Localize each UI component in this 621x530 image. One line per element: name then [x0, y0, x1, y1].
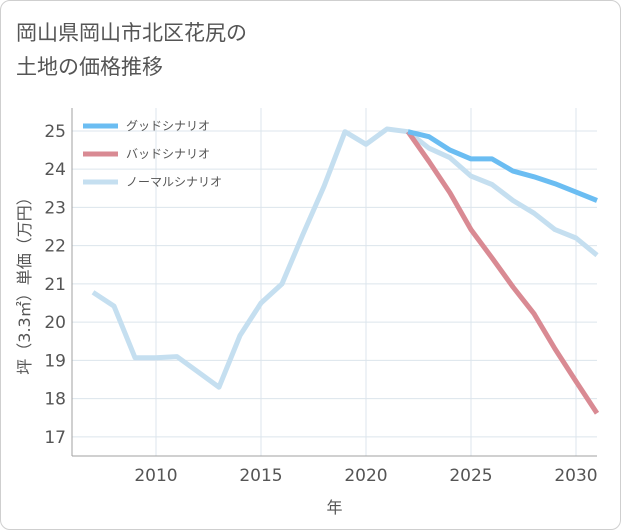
y-tick-label: 21: [44, 275, 66, 295]
series-lines: [91, 126, 600, 415]
y-tick-label: 25: [44, 122, 66, 142]
y-tick-label: 22: [44, 237, 66, 257]
legend-label: バッドシナリオ: [126, 147, 210, 161]
grid-lines: [72, 108, 597, 456]
series-line: [405, 130, 600, 415]
x-tick-label: 2015: [239, 466, 282, 486]
x-tick-label: 2030: [554, 466, 597, 486]
legend-label: ノーマルシナリオ: [126, 175, 222, 189]
y-tick-label: 23: [44, 198, 66, 218]
x-tick-label: 2020: [344, 466, 387, 486]
axes: [71, 108, 597, 457]
x-tick-label: 2025: [449, 466, 492, 486]
legend-label: グッドシナリオ: [126, 119, 210, 133]
chart-title: 岡山県岡山市北区花尻の 土地の価格推移: [16, 21, 247, 79]
y-axis-label: 坪（3.3㎡）単価（万円）: [15, 189, 34, 374]
series-line: [91, 126, 599, 390]
y-tick-labels: 17 18 19 20 21 22 23 24 25: [44, 122, 66, 448]
y-tick-label: 24: [44, 160, 66, 180]
x-axis-label: 年: [326, 498, 342, 517]
y-tick-label: 18: [44, 390, 66, 410]
series-line: [407, 129, 598, 203]
y-tick-label: 20: [44, 313, 66, 333]
y-tick-label: 19: [44, 351, 66, 371]
y-tick-label: 17: [44, 428, 66, 448]
x-tick-labels: 2010 2015 2020 2025 2030: [134, 466, 597, 486]
x-tick-label: 2010: [134, 466, 177, 486]
